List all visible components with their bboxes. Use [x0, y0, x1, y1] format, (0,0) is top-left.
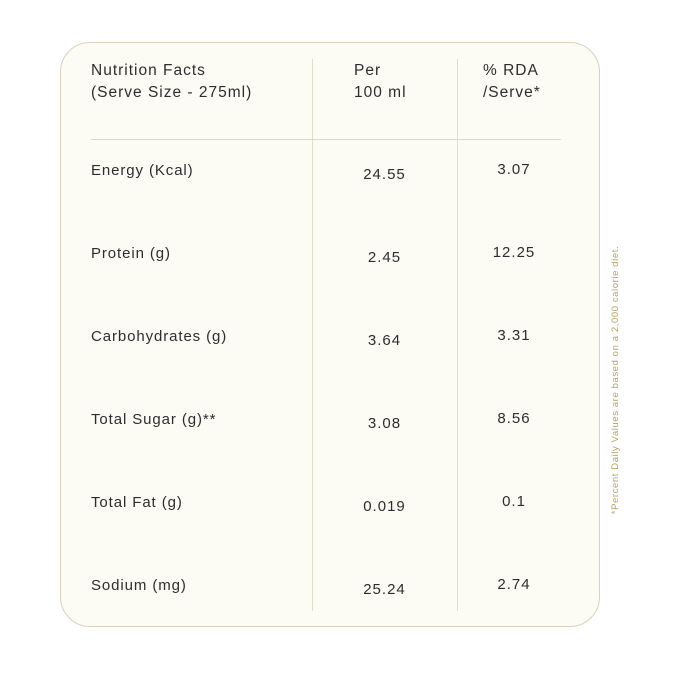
per-100ml-label: 100 ml: [354, 84, 407, 101]
rda-value-sodium: 2.74: [497, 576, 531, 593]
nutrient-label-carbohydrates: Carbohydrates (g): [91, 328, 228, 345]
rda-value-protein: 12.25: [492, 244, 536, 261]
rda-value-total-fat: 0.1: [502, 493, 526, 510]
column-divider-1: [312, 59, 313, 611]
per-label: Per: [354, 62, 382, 79]
daily-values-footnote: *Percent Daily Values are based on a 2,0…: [610, 245, 621, 515]
nutrient-label-total-fat: Total Fat (g): [91, 494, 183, 511]
serve-label: /Serve*: [483, 84, 541, 101]
rda-value-energy: 3.07: [497, 161, 531, 178]
per100-value-sodium: 25.24: [363, 581, 406, 598]
per100-value-carbohydrates: 3.64: [367, 332, 402, 349]
nutrition-card: Nutrition Facts (Serve Size - 275ml) Per…: [60, 42, 600, 627]
nutrient-label-protein: Protein (g): [91, 245, 171, 262]
rda-value-total-sugar: 8.56: [497, 410, 531, 427]
header-nutrition-facts: Nutrition Facts (Serve Size - 275ml): [61, 43, 312, 139]
column-divider-2: [457, 59, 458, 611]
rda-value-carbohydrates: 3.31: [497, 327, 531, 344]
per100-value-total-fat: 0.019: [363, 498, 406, 515]
header-rda-serve: % RDA /Serve*: [457, 43, 599, 139]
nutrition-facts-title: Nutrition Facts: [91, 62, 206, 79]
rda-label: % RDA: [483, 62, 539, 79]
nutrient-label-sodium: Sodium (mg): [91, 577, 187, 594]
nutrient-label-energy: Energy (Kcal): [91, 162, 194, 179]
nutrition-table: Nutrition Facts (Serve Size - 275ml) Per…: [61, 43, 599, 624]
serve-size-subtitle: (Serve Size - 275ml): [91, 84, 253, 101]
per100-value-total-sugar: 3.08: [367, 415, 402, 432]
header-underline: [91, 139, 561, 140]
header-per-100ml: Per 100 ml: [312, 43, 457, 139]
per100-value-protein: 2.45: [367, 249, 402, 266]
per100-value-energy: 24.55: [363, 166, 406, 183]
nutrient-label-total-sugar: Total Sugar (g)**: [91, 411, 217, 428]
